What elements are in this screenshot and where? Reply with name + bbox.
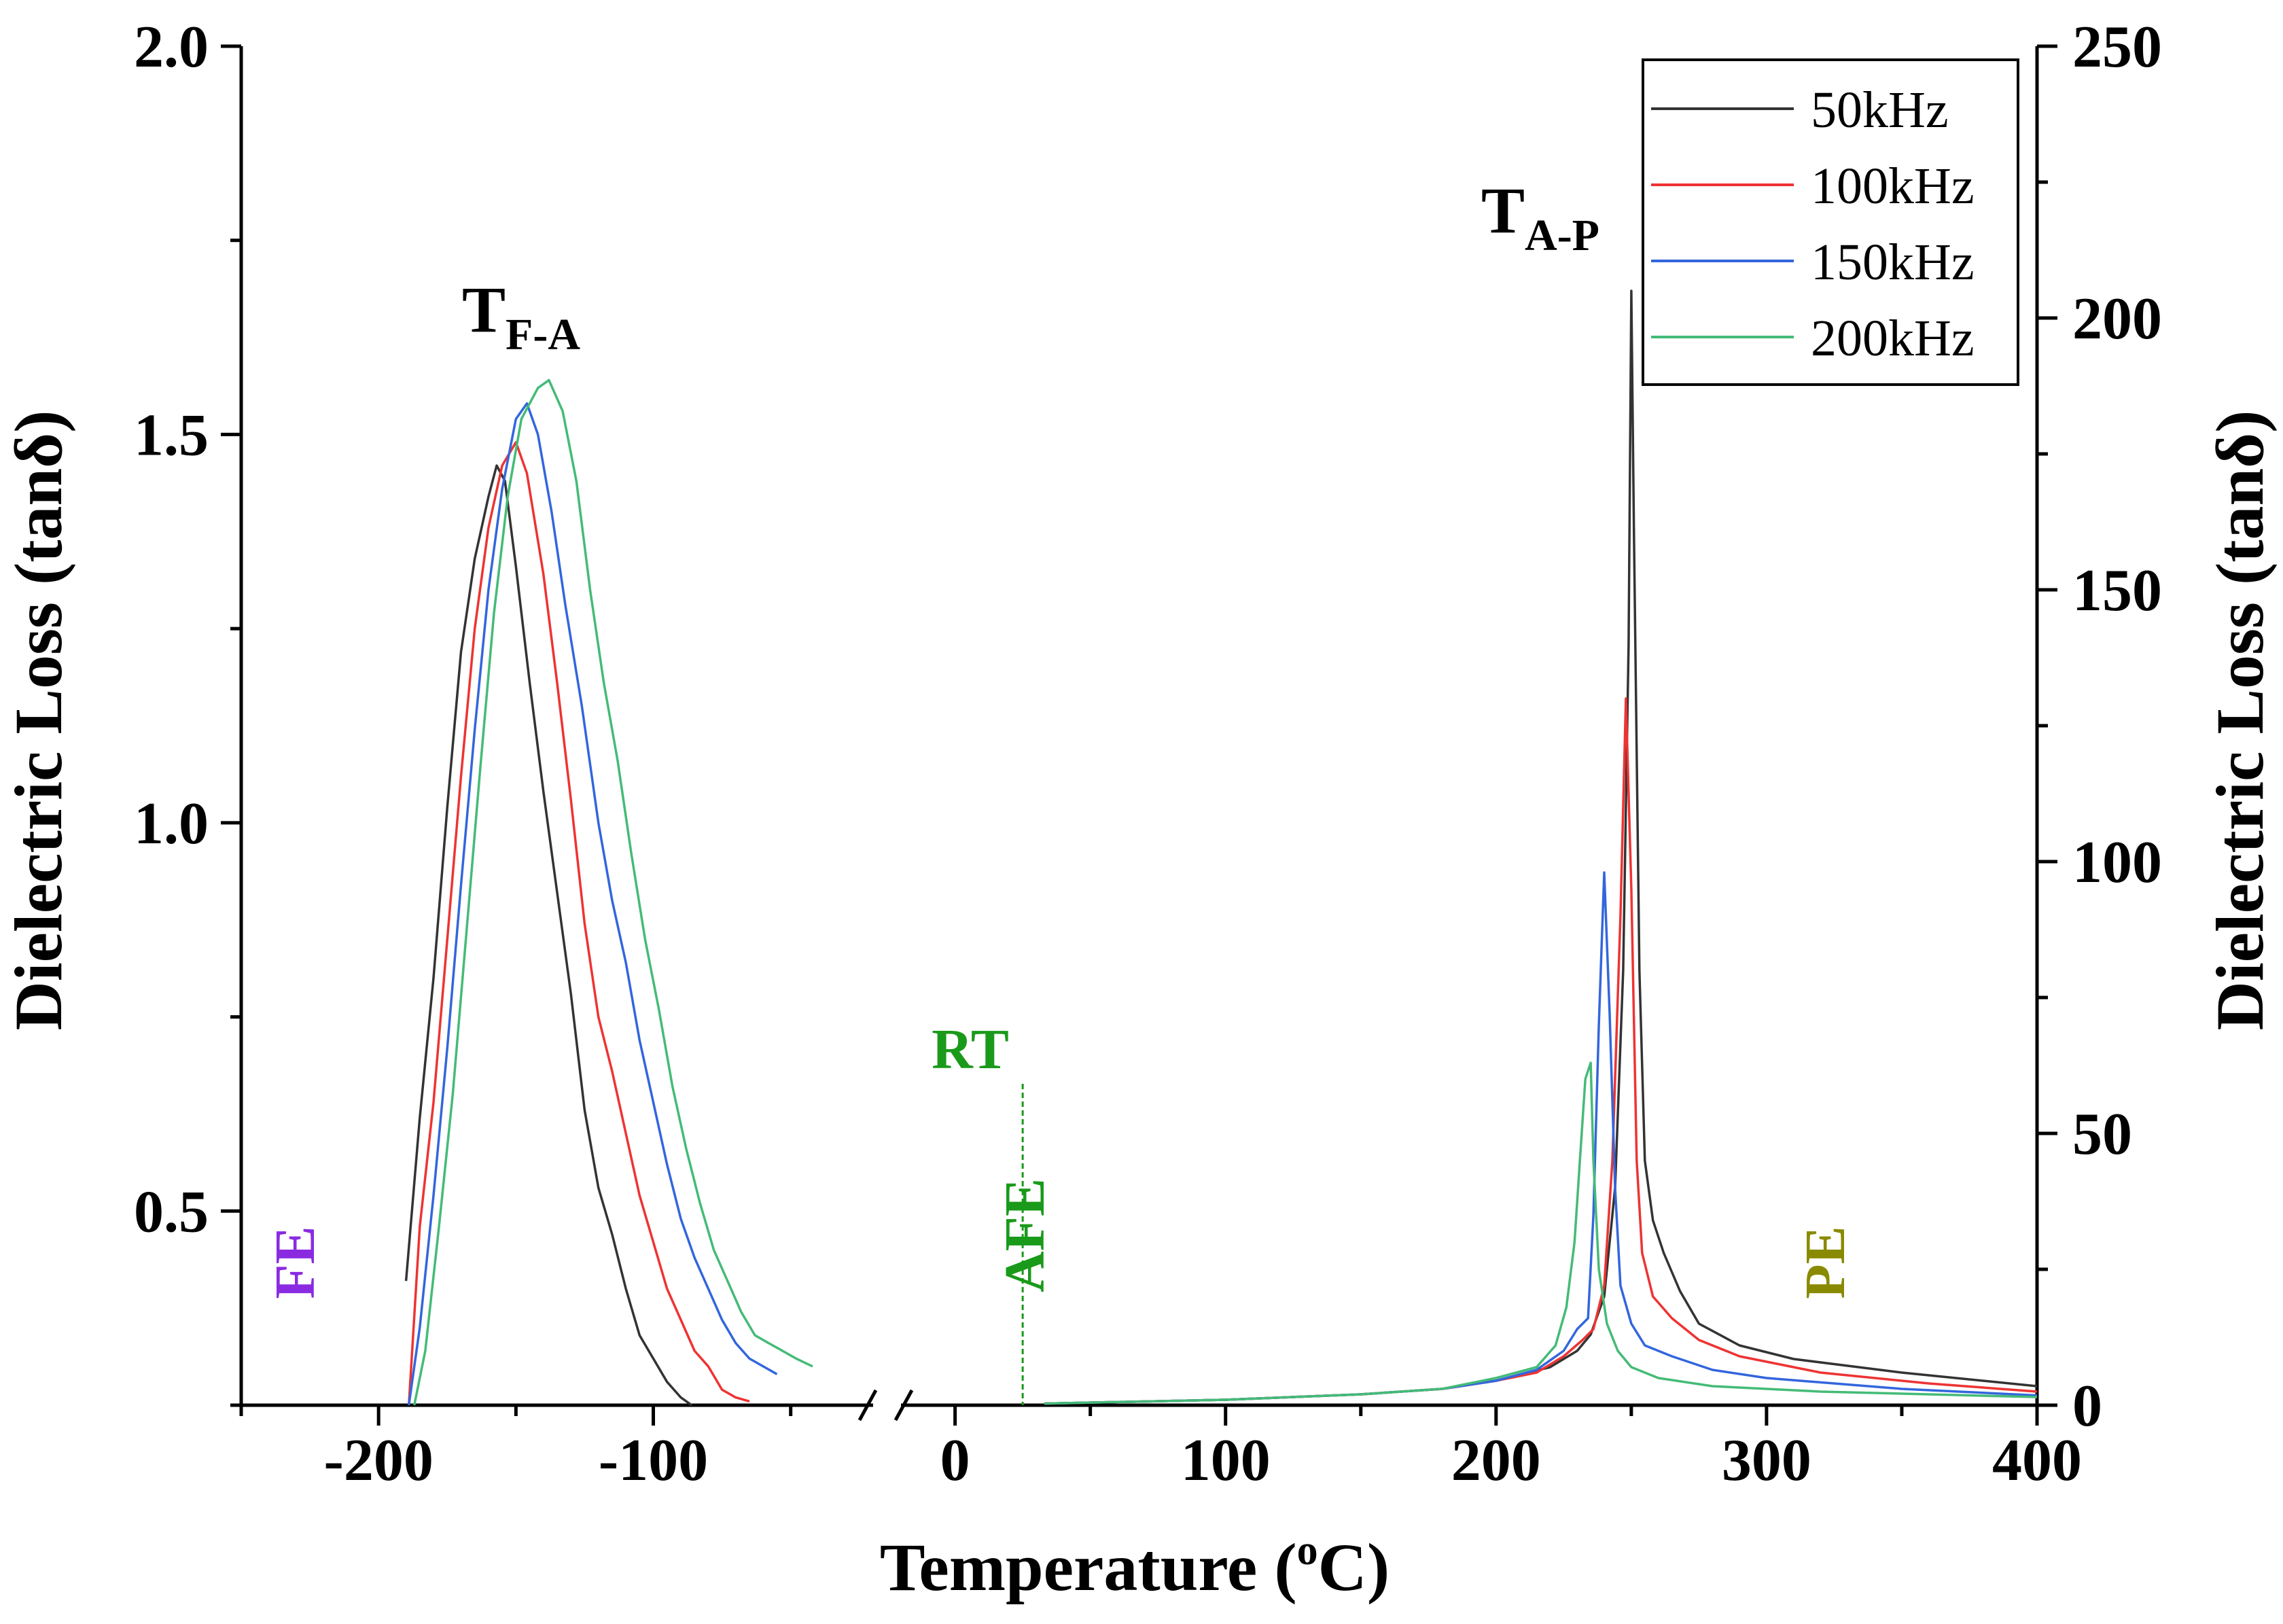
legend: 50kHz 100kHz 150kHz 200kHz — [1642, 58, 2019, 386]
series-200khz-left-line — [412, 378, 813, 1406]
region-label-pe: PE — [1794, 1226, 1857, 1299]
y-tick-label-right: 0 — [2072, 1373, 2102, 1439]
series-50khz-left-line — [404, 464, 693, 1407]
y-tick-label-left: 1.5 — [134, 402, 209, 468]
y-tick-label-right: 250 — [2072, 14, 2162, 80]
annotation-rt: RT — [932, 1018, 1009, 1081]
y-axis-title-left: Dielectric Loss (tanδ) — [1, 410, 76, 1031]
series-100khz-right-line — [1044, 697, 2038, 1405]
x-axis-title: Temperature (oC) — [880, 1528, 1390, 1605]
x-tick-label: 400 — [1992, 1428, 2082, 1494]
y-tick-label-left: 0.5 — [134, 1179, 209, 1245]
x-tick-label: 200 — [1451, 1428, 1541, 1494]
legend-label-100khz: 100kHz — [1811, 158, 1975, 215]
series-50khz-right-line — [1044, 289, 2038, 1405]
y-tick-label-right: 50 — [2072, 1101, 2132, 1167]
region-label-fe: FE — [264, 1226, 327, 1299]
legend-label-50khz: 50kHz — [1811, 82, 1949, 139]
x-tick-label: -200 — [324, 1428, 433, 1494]
y-axis-title-right: Dielectric Loss (tanδ) — [2202, 410, 2278, 1031]
y-tick-label-right: 150 — [2072, 558, 2162, 624]
y-tick-label-right: 100 — [2072, 830, 2162, 896]
series-150khz-right-line — [1044, 871, 2038, 1405]
series-layer — [404, 289, 2038, 1407]
annotation-tfa: TF-A — [462, 273, 580, 359]
x-axis-title-sup: o — [1297, 1528, 1318, 1574]
axis-break-mark — [893, 1389, 914, 1422]
x-tick-label: -100 — [599, 1428, 708, 1494]
x-tick-label: 300 — [1722, 1428, 1811, 1494]
axes-frame: 0.5 1.0 1.5 2.0 0 50 100 150 200 250 -200 -100 0 100 2… — [134, 14, 2162, 1494]
x-tick-label: 100 — [1181, 1428, 1271, 1494]
legend-box — [1642, 58, 2019, 386]
legend-label-150khz: 150kHz — [1811, 234, 1975, 291]
legend-label-200khz: 200kHz — [1811, 310, 1975, 367]
axis-break-mark — [857, 1389, 878, 1422]
series-200khz-right-line — [1044, 1061, 2038, 1405]
y-tick-label-right: 200 — [2072, 286, 2162, 352]
series-100khz-left-line — [407, 441, 750, 1406]
annotation-tap: TA-P — [1481, 174, 1599, 260]
y-tick-label-left: 2.0 — [134, 14, 209, 80]
y-tick-label-left: 1.0 — [134, 791, 209, 857]
series-150khz-left-line — [407, 402, 778, 1406]
x-tick-label: 0 — [940, 1428, 970, 1494]
region-label-afe: AFE — [993, 1178, 1057, 1292]
